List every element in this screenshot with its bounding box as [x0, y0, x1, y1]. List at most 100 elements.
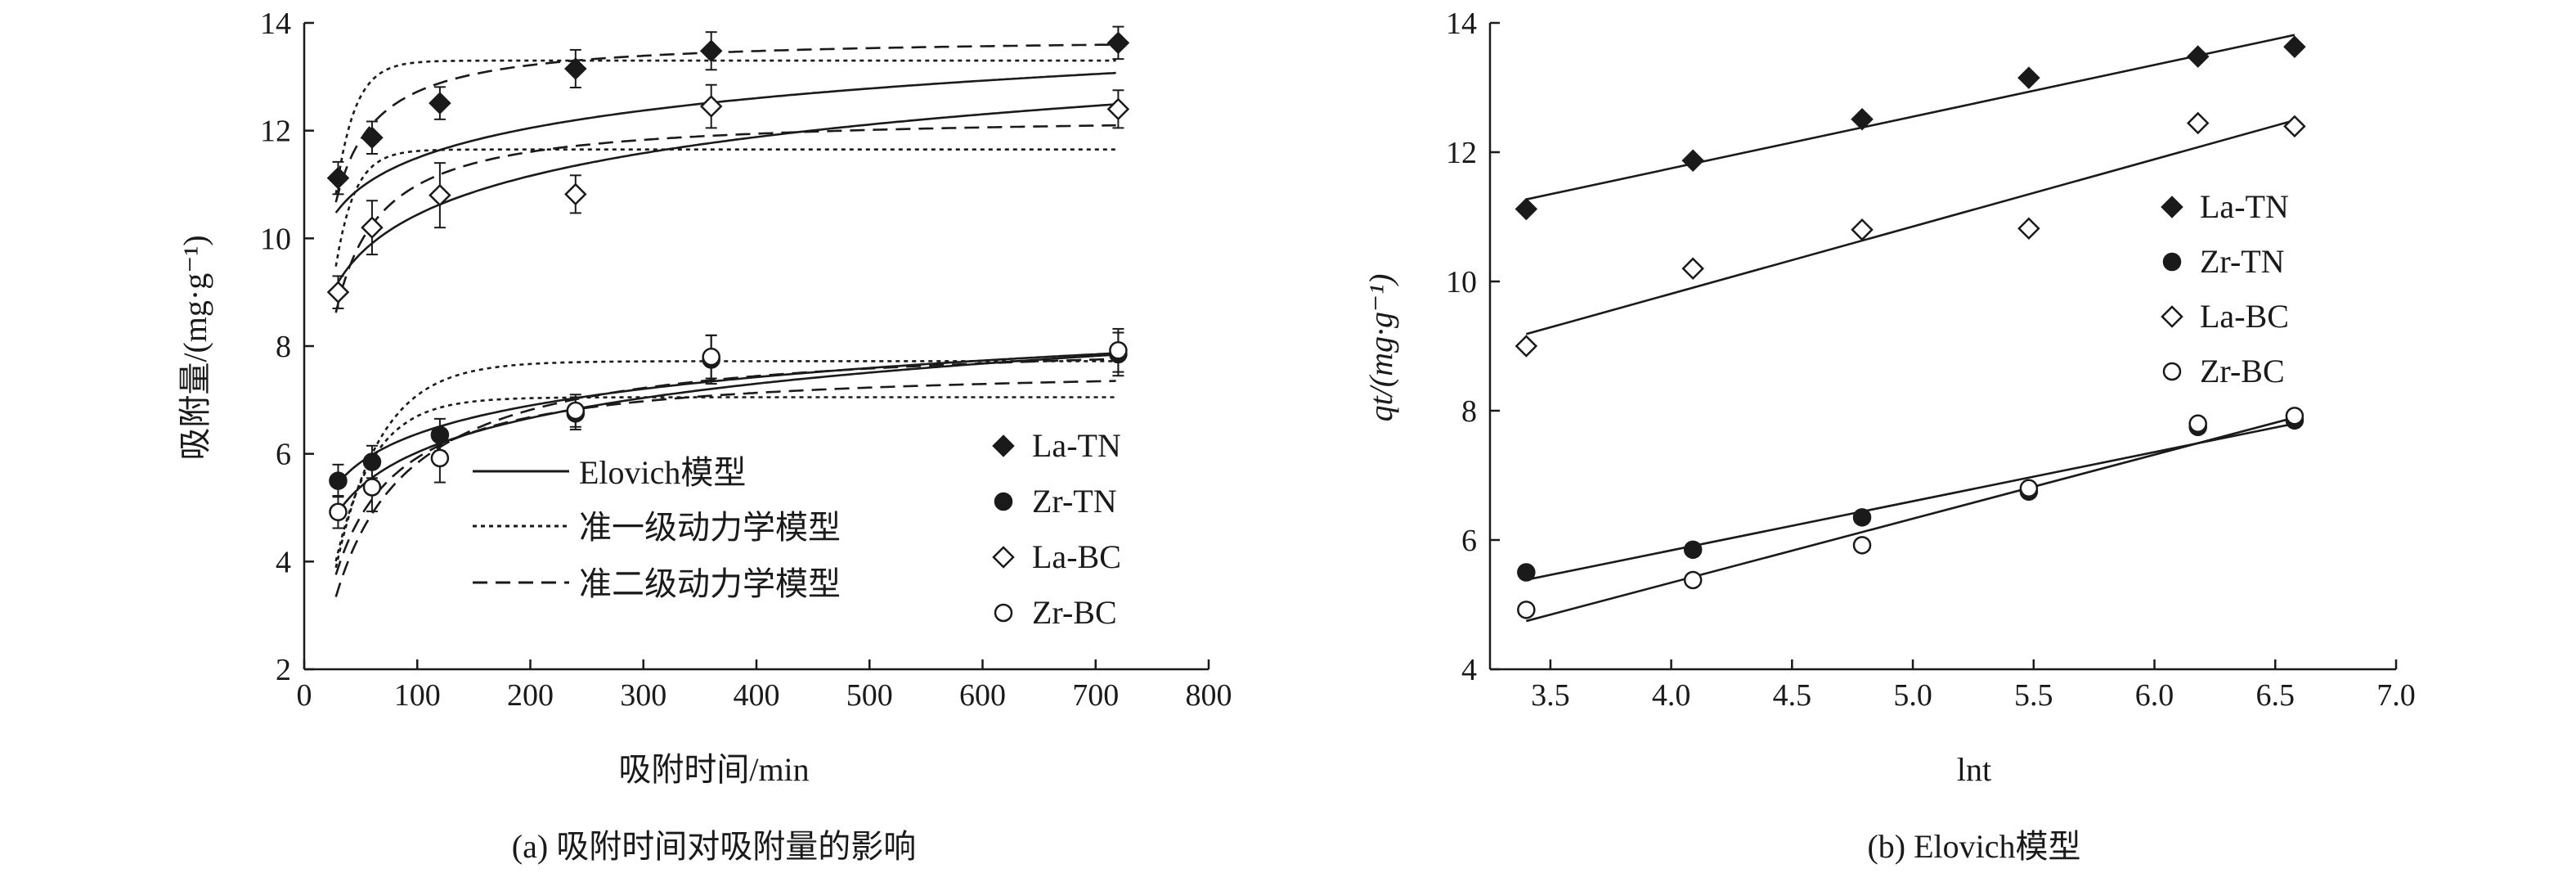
- panel-b-y-tick-label: 14: [1446, 7, 1477, 41]
- legend-elovich-label: Elovich模型: [579, 454, 746, 491]
- panel-a-pso-curve-zr-tn: [334, 358, 1116, 597]
- panel-a-caption: (a) 吸附时间对吸附量的影响: [512, 828, 916, 865]
- panel-a-x-axis-label: 吸附时间/min: [618, 751, 809, 788]
- panel-a-legend-label-la-bc: La-BC: [1032, 538, 1121, 575]
- panel-a-pso-curve-la-bc: [334, 124, 1116, 313]
- panel-b-x-tick-label: 6.0: [2135, 678, 2174, 713]
- panel-b-x-label-text: lnt: [1957, 751, 1991, 788]
- panel-b-axes: 3.5 4.0 4.5 5.0 5.5 6.0 6.5 7.0 4 6 8 10 12 14: [1446, 7, 2416, 713]
- panel-b-point-la-bc: [1515, 335, 1538, 358]
- panel-b-point-la-bc: [1681, 257, 1704, 280]
- panel-b-point-zr-bc: [2188, 414, 2207, 434]
- panel-a-point-zr-bc: [329, 502, 348, 522]
- panel-a-x-tick-label: 800: [1186, 678, 1232, 713]
- panel-a-y-tick-label: 8: [276, 330, 291, 364]
- panel-a-legend-marker-zr-tn: [994, 492, 1013, 511]
- panel-a-point-zr-tn: [362, 452, 382, 471]
- panel-b-point-zr-tn: [1683, 540, 1703, 560]
- panel-a-legend-marker-la-tn: [992, 434, 1015, 457]
- panel-a-y-tick-label: 10: [260, 222, 291, 256]
- panel-b-point-la-tn: [2186, 45, 2210, 68]
- panel-a-point-zr-tn: [430, 425, 450, 444]
- panel-b-legend-label-zr-bc: Zr-BC: [2200, 353, 2285, 389]
- panel-a-x-tick-label: 500: [846, 678, 893, 713]
- panel-b-fit-lines: [1525, 34, 2296, 623]
- panel-a-pfo-curve-la-tn: [334, 59, 1116, 195]
- panel-b-point-zr-bc: [2019, 479, 2039, 498]
- panel-a-point-la-tn: [326, 166, 350, 190]
- panel-a-point-la-bc: [699, 95, 723, 118]
- panel-b-fit-line-la-bc: [1525, 119, 2296, 335]
- panel-a-x-tick-label: 200: [507, 678, 554, 713]
- panel-a-legend-marker-la-bc: [992, 546, 1015, 569]
- panel-a-point-la-bc: [429, 183, 451, 207]
- panel-a-y-tick-label: 6: [276, 438, 291, 472]
- panel-b-fit-line-zr-bc: [1525, 416, 2296, 623]
- panel-b-point-zr-bc: [2285, 407, 2304, 425]
- panel-b-legend-marker-la-bc: [2161, 305, 2183, 328]
- panel-b-x-tick-label: 7.0: [2376, 678, 2416, 713]
- panel-a-legend-label-la-tn: La-TN: [1032, 427, 1121, 464]
- panel-b-point-la-bc: [2017, 217, 2040, 240]
- panel-b-x-tick-label: 5.0: [1893, 678, 1932, 713]
- panel-a-y-axis-label: 吸附量/(mg·g⁻¹): [177, 235, 213, 460]
- panel-b-x-tick-label: 4.0: [1652, 678, 1691, 713]
- panel-a-axes: 0 100 200 300 400 500 600 700 800 2 4 6 8 10 12 14: [260, 7, 1232, 713]
- panel-b-y-axis-label: qt/(mg·g⁻¹): [1362, 274, 1399, 422]
- panel-b-legend-marker-la-tn: [2161, 196, 2183, 218]
- panel-b-x-tick-label: 3.5: [1531, 678, 1570, 713]
- panel-b-point-zr-bc: [1517, 601, 1536, 619]
- legend-pso-label: 准二级动力学模型: [579, 565, 841, 602]
- panel-b-x-tick-label: 4.5: [1773, 678, 1812, 713]
- panel-b-legend-marker-zr-tn: [2162, 252, 2182, 272]
- panel-a-y-tick-label: 14: [260, 7, 291, 41]
- panel-b-point-la-tn: [1681, 149, 1704, 173]
- panel-b-point-la-tn: [2283, 35, 2306, 58]
- panel-b-point-zr-tn: [1852, 508, 1872, 527]
- panel-b-x-tick-label: 5.5: [2014, 678, 2053, 713]
- panel-b-point-la-bc: [1851, 218, 1874, 241]
- panel-a-pso-curve-la-tn: [334, 43, 1116, 203]
- panel-a-chart: 0 100 200 300 400 500 600 700 800 2 4 6 8 10 12 14 吸附时间…: [177, 7, 1232, 865]
- panel-a-x-tick-label: 0: [297, 678, 312, 713]
- panel-b-legend-label-la-bc: La-BC: [2200, 298, 2289, 335]
- panel-a-point-la-tn: [361, 126, 384, 149]
- panel-b-point-la-tn: [1515, 197, 1538, 221]
- panel-a-point-la-bc: [564, 182, 587, 206]
- panel-a-elovich-curve-la-tn: [334, 71, 1116, 214]
- panel-b-y-tick-label: 8: [1461, 394, 1477, 429]
- panel-b-point-la-bc: [2283, 115, 2306, 138]
- panel-b-y-tick-label: 10: [1446, 265, 1477, 299]
- panel-a-model-curves: [334, 43, 1116, 597]
- panel-a-point-la-tn: [699, 39, 723, 63]
- legend-pfo-label: 准一级动力学模型: [579, 509, 841, 546]
- panel-a-x-tick-label: 100: [394, 678, 441, 713]
- panel-a-point-la-tn: [1106, 31, 1130, 55]
- panel-b-fit-line-la-tn: [1526, 34, 2296, 200]
- panel-b-legend-marker-zr-bc: [2162, 362, 2182, 381]
- panel-a-elovich-curve-la-bc: [334, 103, 1116, 287]
- panel-b-series-legend: La-TN Zr-TN La-BC Zr-BC: [2161, 188, 2289, 389]
- panel-a-y-tick-label: 4: [276, 545, 291, 579]
- panel-a-point-la-bc: [1106, 97, 1130, 121]
- panel-a-point-zr-tn: [329, 471, 348, 490]
- panel-a-point-la-tn: [429, 92, 451, 115]
- panel-a-pfo-curve-zr-bc: [334, 396, 1116, 562]
- panel-a-point-la-bc: [361, 216, 384, 239]
- panel-b-point-la-tn: [2017, 66, 2040, 89]
- panel-b-legend-label-la-tn: La-TN: [2200, 188, 2289, 225]
- panel-a-legend-label-zr-tn: Zr-TN: [1032, 483, 1117, 520]
- panel-b-point-zr-bc: [1852, 536, 1872, 555]
- panel-a-pso-curve-zr-bc: [334, 380, 1116, 575]
- panel-b-chart: 3.5 4.0 4.5 5.0 5.5 6.0 6.5 7.0 4 6 8 10 12 14 lnt qt…: [1362, 7, 2416, 865]
- panel-a-x-tick-label: 600: [959, 678, 1006, 713]
- panel-a-pfo-curve-zr-tn: [334, 360, 1116, 569]
- panel-b-x-axis-label: lnt: [1957, 751, 1991, 788]
- panel-b-fit-line-zr-tn: [1526, 422, 2296, 581]
- panel-a-legend-marker-zr-bc: [994, 603, 1013, 623]
- panel-b-point-la-tn: [1851, 107, 1874, 131]
- panel-a-data-points: [326, 31, 1130, 522]
- panel-b-data-points: [1515, 35, 2306, 619]
- panel-a-y-tick-label: 2: [276, 653, 291, 687]
